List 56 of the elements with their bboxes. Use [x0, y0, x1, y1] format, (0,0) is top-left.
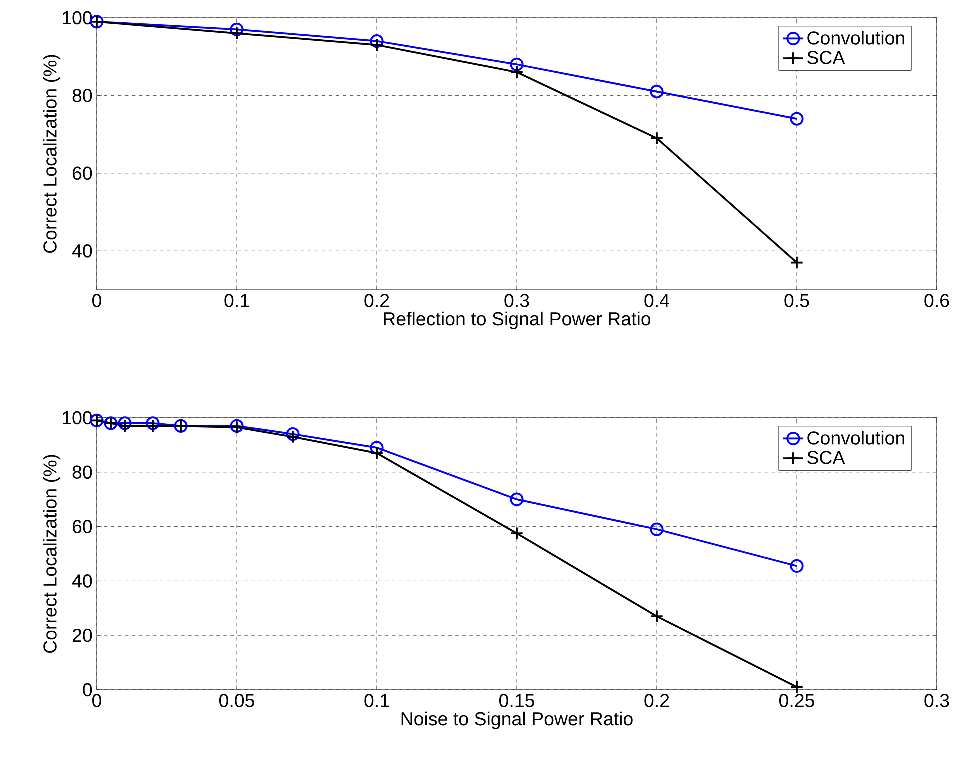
- x-tick-label: 0.15: [500, 694, 534, 708]
- x-tick-label: 0.5: [784, 294, 810, 308]
- point: [230, 26, 244, 40]
- point: [146, 416, 160, 430]
- point: [790, 559, 804, 574]
- x-tick-label: 0.6: [924, 294, 950, 308]
- y-tick-label: 100: [63, 411, 92, 425]
- point: [510, 526, 524, 540]
- x-tick-label: 0.2: [644, 694, 670, 708]
- point: [370, 34, 384, 48]
- point: [650, 132, 664, 146]
- x-axis-title: Noise to Signal Power Ratio: [402, 712, 633, 730]
- point: [146, 419, 160, 433]
- legend-label: Convolution: [808, 431, 904, 445]
- x-tick-label: 0: [92, 694, 102, 708]
- point: [370, 446, 384, 460]
- point: [118, 419, 132, 433]
- y-tick-label: 40: [72, 244, 92, 258]
- x-tick-label: 0.25: [779, 694, 814, 708]
- legend-label: SCA: [808, 451, 846, 464]
- y-tick-label: 20: [72, 628, 92, 642]
- point: [790, 112, 804, 126]
- point: [286, 428, 300, 442]
- y-axis-title: Correct Localization (%): [43, 55, 61, 254]
- point: [370, 38, 384, 52]
- legend-label: Convolution: [808, 31, 904, 45]
- y-tick-label: 80: [72, 89, 92, 102]
- point: [286, 430, 300, 444]
- point: [790, 256, 804, 270]
- x-tick-label: 0.2: [364, 294, 390, 308]
- x-tick-label: 0: [92, 294, 102, 308]
- point: [510, 58, 524, 72]
- point: [230, 22, 244, 36]
- point: [510, 492, 524, 506]
- point: [650, 522, 664, 536]
- x-tick-label: 0.4: [644, 294, 670, 308]
- y-tick-label: 80: [72, 466, 92, 480]
- y-tick-label: 60: [72, 166, 92, 180]
- point: [118, 416, 132, 430]
- y-tick-label: 40: [72, 574, 92, 588]
- x-tick-label: 0.1: [364, 694, 390, 708]
- y-tick-label: 60: [72, 520, 92, 534]
- legend-label: SCA: [808, 51, 846, 64]
- point: [790, 680, 804, 694]
- x-axis-title: Reflection to Signal Power Ratio: [384, 312, 651, 330]
- x-tick-label: 0.1: [224, 294, 250, 308]
- point: [510, 66, 524, 80]
- y-tick-label: 0: [83, 683, 92, 697]
- point: [370, 441, 384, 455]
- point: [650, 85, 664, 99]
- x-tick-label: 0.3: [924, 694, 950, 708]
- y-axis-title: Correct Localization (%): [43, 455, 61, 654]
- point: [650, 610, 664, 624]
- x-tick-label: 0.05: [220, 694, 254, 708]
- y-tick-label: 100: [63, 11, 92, 25]
- x-tick-label: 0.3: [504, 294, 530, 308]
